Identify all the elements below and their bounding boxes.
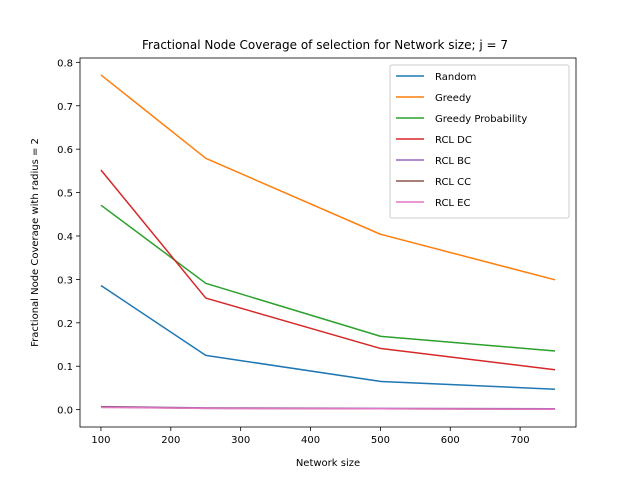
y-tick-label: 0.6 (57, 145, 73, 156)
chart-title: Fractional Node Coverage of selection fo… (142, 38, 508, 52)
y-tick-label: 0.7 (57, 102, 73, 113)
x-tick-label: 100 (91, 435, 110, 446)
x-tick-label: 500 (371, 435, 390, 446)
series-lines (100, 74, 556, 410)
y-tick-label: 0.0 (57, 406, 73, 417)
series-line-rcl-dc (100, 169, 556, 371)
x-tick-label: 200 (161, 435, 180, 446)
legend: Random Greedy Greedy Probability RCL DC RCL … (389, 64, 570, 219)
y-axis-label: Fractional Node Coverage with radius = 2 (30, 138, 41, 347)
legend-frame (389, 64, 570, 219)
x-tick-label: 700 (511, 435, 530, 446)
y-tick-label: 0.1 (57, 362, 73, 373)
y-tick-label: 0.2 (57, 319, 73, 330)
legend-label-rcl-bc: RCL BC (435, 156, 471, 167)
y-tick-label: 0.8 (57, 58, 73, 69)
x-axis-ticks: 100 200 300 400 500 600 700 (91, 427, 530, 446)
x-axis-label: Network size (296, 458, 360, 469)
y-tick-label: 0.5 (57, 189, 73, 200)
legend-label-random: Random (435, 72, 476, 83)
x-tick-label: 400 (301, 435, 320, 446)
legend-label-rcl-dc: RCL DC (435, 135, 472, 146)
series-line-greedy-probability (100, 204, 556, 352)
y-tick-label: 0.3 (57, 275, 73, 286)
plot-area-frame (79, 57, 577, 428)
y-axis-ticks: 0.0 0.1 0.2 0.3 0.4 0.5 0.6 0.7 0.8 (57, 58, 80, 417)
series-line-random (100, 284, 556, 390)
legend-label-greedy: Greedy (435, 93, 471, 104)
legend-label-rcl-cc: RCL CC (435, 177, 471, 188)
y-tick-label: 0.4 (57, 232, 73, 243)
series-line-rcl-ec (100, 406, 556, 410)
series-line-greedy (100, 74, 556, 281)
legend-label-greedy-probability: Greedy Probability (435, 114, 527, 125)
x-tick-label: 600 (441, 435, 460, 446)
x-tick-label: 300 (231, 435, 250, 446)
legend-label-rcl-ec: RCL EC (435, 198, 471, 209)
